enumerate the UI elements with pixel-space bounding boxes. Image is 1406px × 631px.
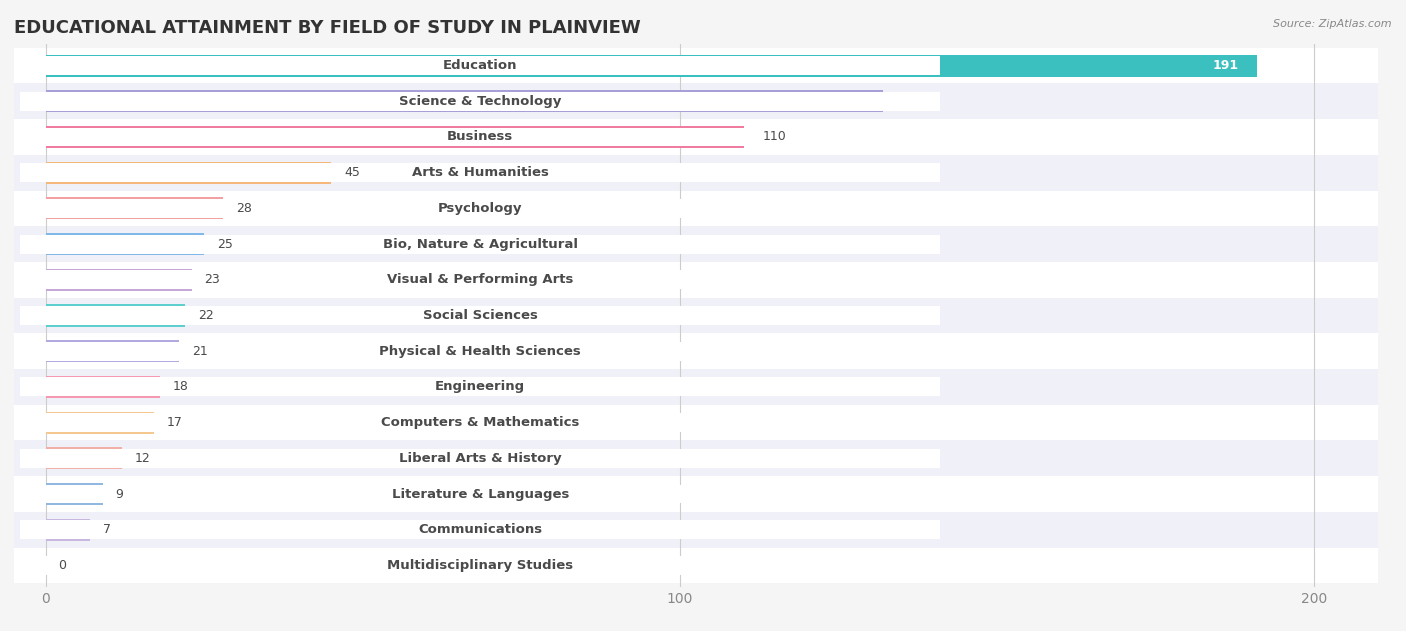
Text: Visual & Performing Arts: Visual & Performing Arts	[387, 273, 574, 286]
Bar	[14, 119, 1378, 155]
Bar	[21, 485, 941, 504]
Bar	[14, 227, 1378, 262]
Bar	[46, 198, 224, 220]
Text: Education: Education	[443, 59, 517, 72]
Text: 21: 21	[191, 345, 208, 358]
Bar	[14, 155, 1378, 191]
Bar	[21, 127, 941, 146]
Bar	[46, 233, 204, 255]
Text: 28: 28	[236, 202, 252, 215]
Bar	[46, 90, 883, 112]
Bar	[14, 476, 1378, 512]
Text: 9: 9	[115, 488, 124, 500]
Text: EDUCATIONAL ATTAINMENT BY FIELD OF STUDY IN PLAINVIEW: EDUCATIONAL ATTAINMENT BY FIELD OF STUDY…	[14, 19, 641, 37]
Text: 18: 18	[173, 380, 188, 393]
Text: 45: 45	[344, 166, 360, 179]
Bar	[14, 369, 1378, 404]
Bar	[14, 333, 1378, 369]
Text: Bio, Nature & Agricultural: Bio, Nature & Agricultural	[382, 238, 578, 251]
Bar	[21, 556, 941, 575]
Bar	[14, 298, 1378, 333]
Bar	[21, 199, 941, 218]
Bar	[46, 126, 744, 148]
Bar	[46, 54, 1257, 76]
Bar	[46, 269, 191, 291]
Text: Business: Business	[447, 131, 513, 143]
Bar	[21, 306, 941, 325]
Text: Physical & Health Sciences: Physical & Health Sciences	[380, 345, 581, 358]
Bar	[46, 411, 153, 433]
Text: 25: 25	[217, 238, 233, 251]
Text: 22: 22	[198, 309, 214, 322]
Bar	[14, 440, 1378, 476]
Text: Engineering: Engineering	[436, 380, 526, 393]
Bar	[21, 271, 941, 289]
Text: 0: 0	[59, 559, 66, 572]
Bar	[14, 404, 1378, 440]
Text: 12: 12	[135, 452, 150, 465]
Bar	[14, 512, 1378, 548]
Bar	[21, 449, 941, 468]
Text: Social Sciences: Social Sciences	[423, 309, 537, 322]
Bar	[21, 521, 941, 539]
Text: Literature & Languages: Literature & Languages	[392, 488, 569, 500]
Text: Science & Technology: Science & Technology	[399, 95, 561, 108]
Bar	[46, 340, 179, 362]
Bar	[21, 342, 941, 360]
Bar	[46, 519, 90, 541]
Bar	[14, 83, 1378, 119]
Bar	[46, 304, 186, 327]
Text: Arts & Humanities: Arts & Humanities	[412, 166, 548, 179]
Bar	[14, 48, 1378, 83]
Text: 17: 17	[166, 416, 183, 429]
Text: 191: 191	[1212, 59, 1239, 72]
Bar	[14, 262, 1378, 298]
Text: 132: 132	[838, 95, 865, 108]
Bar	[21, 163, 941, 182]
Bar	[21, 56, 941, 75]
Text: Multidisciplinary Studies: Multidisciplinary Studies	[387, 559, 574, 572]
Bar	[21, 377, 941, 396]
Text: Communications: Communications	[418, 523, 543, 536]
Text: Computers & Mathematics: Computers & Mathematics	[381, 416, 579, 429]
Bar	[46, 447, 122, 469]
Bar	[46, 376, 160, 398]
Bar	[14, 548, 1378, 583]
Text: Liberal Arts & History: Liberal Arts & History	[399, 452, 561, 465]
Text: 7: 7	[103, 523, 111, 536]
Bar	[21, 235, 941, 254]
Text: 110: 110	[762, 131, 786, 143]
Bar	[46, 483, 103, 505]
Bar	[46, 162, 332, 184]
Text: Source: ZipAtlas.com: Source: ZipAtlas.com	[1274, 19, 1392, 29]
Text: Psychology: Psychology	[439, 202, 523, 215]
Bar	[21, 413, 941, 432]
Bar	[21, 92, 941, 110]
Bar	[14, 191, 1378, 227]
Text: 23: 23	[204, 273, 221, 286]
